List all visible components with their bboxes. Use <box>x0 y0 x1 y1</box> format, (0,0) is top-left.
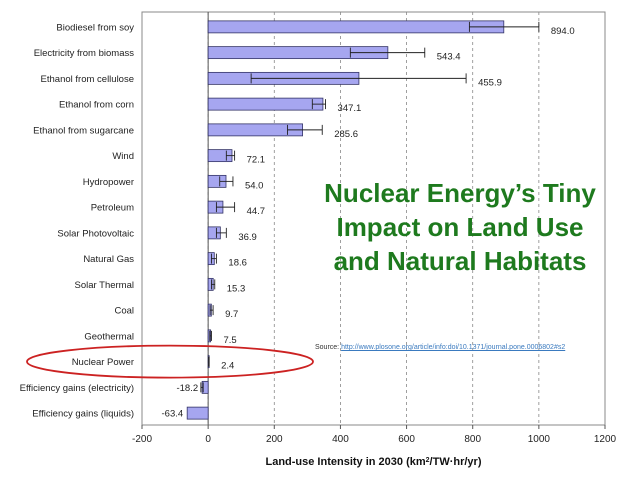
value-label: 36.9 <box>238 232 257 243</box>
x-tick-label: 0 <box>205 434 211 445</box>
x-tick-label: 400 <box>332 434 349 445</box>
value-label: 543.4 <box>437 52 461 63</box>
headline-line-3: and Natural Habitats <box>333 246 587 276</box>
category-label: Wind <box>112 151 134 162</box>
value-label: 285.6 <box>334 129 358 140</box>
category-label: Efficiency gains (liquids) <box>32 409 134 420</box>
plot-frame <box>141 11 606 426</box>
x-tick-label: -200 <box>132 434 152 445</box>
value-label: 347.1 <box>338 103 362 114</box>
source-note: Source: http://www.plosone.org/article/i… <box>315 344 565 351</box>
category-label: Natural Gas <box>83 254 134 265</box>
value-label: 18.6 <box>228 258 247 269</box>
category-label: Petroleum <box>91 203 134 214</box>
value-label: 2.4 <box>221 361 234 372</box>
value-label: -63.4 <box>162 409 184 420</box>
bar <box>186 406 209 420</box>
x-axis-title: Land-use Intensity in 2030 (km2/TW·hr/yr… <box>265 456 481 468</box>
category-label: Biodiesel from soy <box>56 22 134 33</box>
category-label: Solar Photovoltaic <box>57 228 134 239</box>
value-label: -18.2 <box>176 383 198 394</box>
value-label: 15.3 <box>227 283 246 294</box>
category-label: Efficiency gains (electricity) <box>20 383 134 394</box>
headline-line-1: Nuclear Energy’s Tiny <box>324 178 596 208</box>
value-label: 44.7 <box>247 206 266 217</box>
category-label: Ethanol from cellulose <box>41 74 134 85</box>
headline-line-2: Impact on Land Use <box>336 212 584 242</box>
category-label: Solar Thermal <box>75 280 135 291</box>
x-tick-label: 1000 <box>528 434 551 445</box>
category-label: Ethanol from sugarcane <box>33 125 134 136</box>
value-label: 894.0 <box>551 26 575 37</box>
category-label: Nuclear Power <box>72 357 134 368</box>
category-label: Hydropower <box>83 177 134 188</box>
headline: Nuclear Energy’s Tiny Impact on Land Use… <box>300 176 620 278</box>
highlight-ellipse <box>26 344 314 379</box>
value-label: 7.5 <box>223 335 236 346</box>
value-label: 455.9 <box>478 77 502 88</box>
source-link[interactable]: http://www.plosone.org/article/info:doi/… <box>341 344 566 351</box>
value-label: 54.0 <box>245 180 263 191</box>
bar <box>207 97 324 111</box>
value-label: 9.7 <box>225 309 238 320</box>
x-tick-label: 600 <box>398 434 415 445</box>
x-tick-label: 1200 <box>594 434 617 445</box>
value-label: 72.1 <box>247 155 266 166</box>
category-label: Coal <box>114 306 134 317</box>
source-prefix: Source: <box>315 344 340 351</box>
x-tick-label: 200 <box>266 434 283 445</box>
category-label: Geothermal <box>84 331 134 342</box>
x-tick-label: 800 <box>464 434 481 445</box>
category-label: Electricity from biomass <box>34 48 135 59</box>
bar <box>207 20 505 34</box>
category-label: Ethanol from corn <box>59 100 134 111</box>
